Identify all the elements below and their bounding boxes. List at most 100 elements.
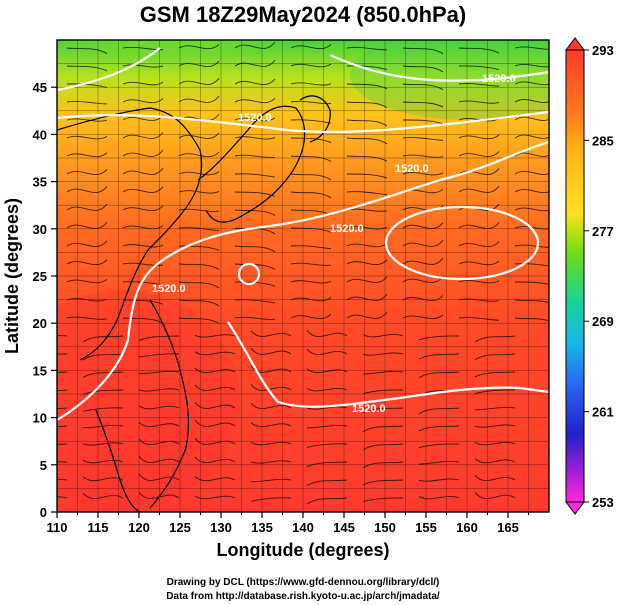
- streamline: [514, 152, 549, 157]
- streamline: [250, 441, 292, 446]
- streamline: [66, 83, 108, 88]
- streamline: [178, 132, 220, 139]
- streamline: [514, 189, 549, 193]
- streamline: [194, 334, 236, 338]
- svg-text:1520.0: 1520.0: [395, 163, 429, 175]
- streamline: [290, 82, 332, 86]
- streamline: [66, 152, 108, 158]
- x-tick-label: 145: [333, 520, 355, 535]
- x-tick-label: 155: [415, 520, 437, 535]
- streamline: [234, 209, 276, 216]
- streamline: [138, 335, 180, 341]
- streamline: [138, 405, 180, 410]
- streamline: [178, 245, 220, 251]
- coastlines: [57, 95, 331, 512]
- streamline: [82, 353, 124, 361]
- svg-text:1520.0: 1520.0: [482, 73, 516, 85]
- streamline: [474, 458, 516, 464]
- colorbar-tick-label: 293: [592, 43, 614, 58]
- streamline: [122, 46, 164, 51]
- streamline: [138, 456, 180, 463]
- streamline: [514, 263, 549, 267]
- x-tick-label: 120: [128, 520, 150, 535]
- streamline: [250, 384, 292, 391]
- streamline: [514, 99, 549, 103]
- streamline: [290, 313, 332, 320]
- streamline: [346, 83, 388, 90]
- streamline: [250, 497, 292, 502]
- streamline: [66, 298, 108, 302]
- streamline: [57, 443, 68, 445]
- streamline: [346, 191, 388, 196]
- streamline: [138, 388, 180, 392]
- x-tick-label: 135: [251, 520, 273, 535]
- streamline: [66, 65, 108, 72]
- streamline: [178, 299, 220, 307]
- streamline: [362, 479, 404, 486]
- streamline: [250, 330, 292, 337]
- streamline: [346, 276, 388, 283]
- streamline: [178, 78, 220, 85]
- temperature-field: 1520.0 1520.0 1520.0 1520.0 1520.0 1520.…: [57, 40, 549, 512]
- streamline: [402, 101, 444, 108]
- streamline: [346, 65, 388, 70]
- streamline: [290, 63, 332, 68]
- streamline: [66, 100, 108, 105]
- streamline: [122, 186, 164, 193]
- streamline: [458, 203, 500, 211]
- streamline: [458, 83, 500, 87]
- streamline: [122, 64, 164, 68]
- streamline: [122, 98, 164, 104]
- streamline: [250, 347, 292, 355]
- streamline: [178, 190, 220, 194]
- streamline: [474, 371, 516, 378]
- streamline: [178, 151, 220, 158]
- streamline: [306, 461, 348, 468]
- svg-text:1520.0: 1520.0: [330, 223, 364, 235]
- streamline: [362, 461, 404, 469]
- streamline: [290, 119, 332, 124]
- y-tick-label: 25: [33, 269, 47, 284]
- streamline: [138, 473, 180, 481]
- streamline: [458, 222, 500, 229]
- y-tick-label: 30: [33, 222, 47, 237]
- streamline: [514, 281, 549, 285]
- streamline: [402, 154, 444, 158]
- streamline: [234, 136, 276, 140]
- streamline: [122, 81, 164, 86]
- streamline: [178, 208, 220, 212]
- streamline: [178, 227, 220, 232]
- streamline: [290, 262, 332, 266]
- x-tick-label: 150: [374, 520, 396, 535]
- streamline: [514, 207, 549, 212]
- streamline: [82, 459, 124, 464]
- streamline: [402, 276, 444, 283]
- streamline: [474, 424, 516, 428]
- streamline: [66, 203, 108, 211]
- streamline: [362, 425, 404, 433]
- streamline: [234, 97, 276, 104]
- streamline: [194, 419, 236, 427]
- streamline: [290, 44, 332, 50]
- streamline: [194, 456, 236, 463]
- streamline: [362, 333, 404, 338]
- colorbar-tick-label: 253: [592, 495, 614, 510]
- streamline: [362, 352, 404, 356]
- streamline: [402, 137, 444, 141]
- streamline: [418, 461, 460, 465]
- colorbar: 293 285 277 269 261 253: [565, 37, 614, 515]
- streamline: [250, 460, 292, 464]
- x-tick-label: 115: [88, 520, 109, 535]
- streamline: [474, 492, 516, 499]
- streamline: [402, 239, 444, 247]
- streamline: [122, 205, 164, 212]
- y-axis-ticks: 0 5 10 15 20 25 30 35 40 45: [33, 80, 57, 520]
- streamline: [306, 443, 348, 448]
- streamline: [250, 478, 292, 483]
- streamline: [346, 293, 388, 301]
- streamline: [178, 44, 220, 50]
- x-tick-label: 160: [456, 520, 478, 535]
- streamline: [122, 262, 164, 266]
- y-tick-label: 10: [33, 411, 47, 426]
- svg-text:1520.0: 1520.0: [238, 112, 272, 124]
